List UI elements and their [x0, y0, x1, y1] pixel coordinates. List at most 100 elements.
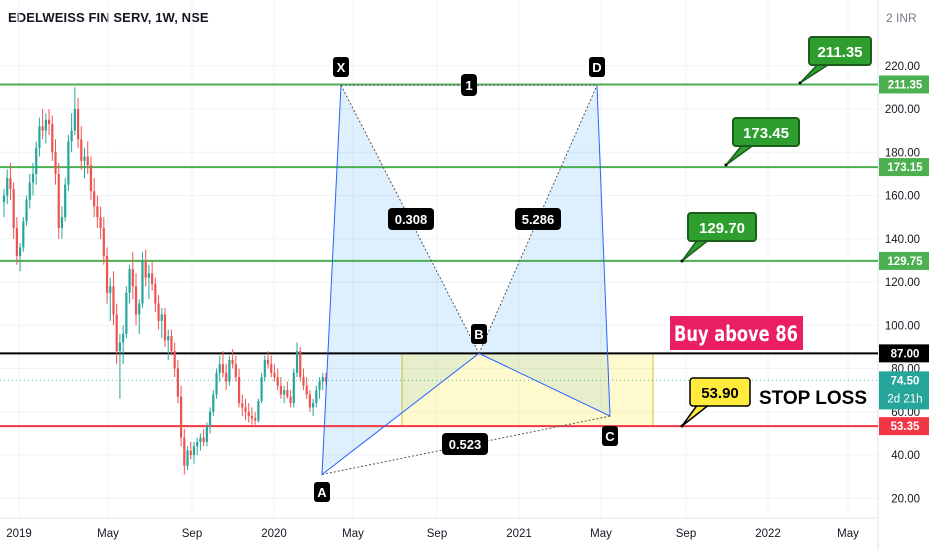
countdown-text: 2d 21h	[887, 393, 922, 405]
callout-text: 173.45	[743, 125, 789, 142]
candle-body	[89, 165, 93, 192]
ratio-label: 0.308	[388, 208, 434, 230]
candle-body	[173, 351, 176, 369]
stop-loss-text: STOP LOSS	[759, 388, 867, 409]
y-tick-label: 20.00	[891, 493, 920, 505]
candle-body	[215, 372, 218, 395]
x-tick-label: May	[590, 528, 612, 540]
last-price-badge: 74.50 2d 21h	[879, 371, 929, 410]
point-label-text: C	[605, 429, 615, 444]
candle-body	[157, 303, 160, 321]
callout-box	[689, 377, 751, 407]
y-tick-label: 60.00	[891, 407, 920, 419]
candle-body	[176, 368, 179, 397]
y-tick-label: 160.00	[885, 191, 920, 203]
price-badge-text: 129.75	[887, 256, 923, 268]
candle-body	[218, 364, 221, 373]
candle-body	[93, 191, 96, 207]
candle-body	[163, 314, 167, 341]
candle-body	[167, 336, 170, 341]
x-tick-label: 2022	[755, 528, 781, 540]
x-tick-label: 2019	[6, 528, 32, 540]
price-badge-text: 87.00	[891, 348, 920, 360]
candle-body	[266, 359, 270, 365]
candle-body	[47, 119, 51, 125]
candle-body	[318, 381, 321, 391]
x-tick-label: May	[837, 528, 859, 540]
price-badge-box	[879, 417, 929, 436]
candle-body	[112, 286, 115, 315]
ratio-label: 0.523	[442, 433, 488, 455]
ratio-label-text: 5.286	[522, 212, 555, 227]
point-label-box	[314, 482, 330, 502]
candle-body	[308, 394, 311, 408]
candle-body	[96, 206, 99, 218]
callout-box	[687, 212, 757, 242]
stop-callout: 53.90	[680, 377, 751, 428]
callout-box	[808, 36, 872, 66]
currency-label[interactable]: 2 INR	[886, 11, 917, 25]
x-tick-label: 2020	[261, 528, 287, 540]
candle-body	[237, 377, 241, 404]
candle-body	[324, 377, 328, 382]
candle-body	[202, 437, 205, 443]
candle-body	[254, 418, 257, 421]
point-label-box	[471, 324, 487, 344]
candle-body	[196, 442, 199, 447]
candle-body	[60, 217, 64, 228]
candle-body	[67, 141, 70, 185]
candle-body	[118, 342, 122, 352]
candle-body	[122, 333, 125, 343]
candle-body	[51, 124, 54, 153]
y-tick-label: 100.00	[885, 320, 920, 332]
pattern-point-a: A	[314, 482, 330, 502]
candle-body	[292, 372, 295, 404]
ratio-label-box	[442, 433, 488, 455]
candle-body	[38, 126, 41, 148]
candle-body	[109, 286, 112, 293]
target-callout: 173.45	[724, 117, 800, 167]
candle-body	[273, 372, 276, 378]
candle-body	[2, 195, 6, 202]
candle-body	[138, 303, 141, 315]
candle-body	[315, 390, 318, 404]
price-badge-173-15: 173.15	[879, 158, 929, 177]
candle-body	[6, 178, 9, 196]
price-badge-box	[879, 158, 929, 177]
candle-body	[241, 403, 244, 408]
candle-body	[225, 372, 228, 382]
candle-body	[57, 173, 60, 228]
candle-body	[212, 394, 215, 412]
price-badge-text: 53.35	[891, 421, 920, 433]
candle-body	[128, 269, 131, 293]
point-label-box	[589, 57, 605, 77]
candle-body	[86, 156, 89, 166]
candle-body	[260, 377, 263, 401]
candle-body	[22, 221, 25, 248]
ratio-line-bd	[478, 85, 598, 354]
candle-body	[305, 385, 308, 395]
candle-body	[41, 126, 44, 131]
ratio-label-text: 0.523	[449, 437, 482, 452]
point-label-text: B	[474, 327, 483, 342]
pattern-point-x: X	[333, 57, 349, 77]
callout-text: 129.70	[699, 220, 745, 237]
candle-body	[144, 260, 147, 278]
pattern-point-b: B	[471, 324, 487, 344]
candle-body	[151, 273, 154, 285]
candle-body	[257, 400, 260, 421]
candle-body	[76, 109, 80, 140]
y-tick-label: 200.00	[885, 104, 920, 116]
candle-body	[154, 284, 157, 304]
pattern-xab-fill	[322, 85, 479, 475]
candle-body	[28, 182, 31, 200]
candle-body	[15, 227, 18, 257]
candle-body	[270, 364, 273, 373]
point-label-text: A	[317, 485, 327, 500]
candle-body	[189, 450, 192, 455]
candle-body	[35, 147, 38, 174]
candle-body	[25, 199, 28, 222]
candle-body	[99, 217, 102, 228]
candle-body	[105, 256, 109, 293]
